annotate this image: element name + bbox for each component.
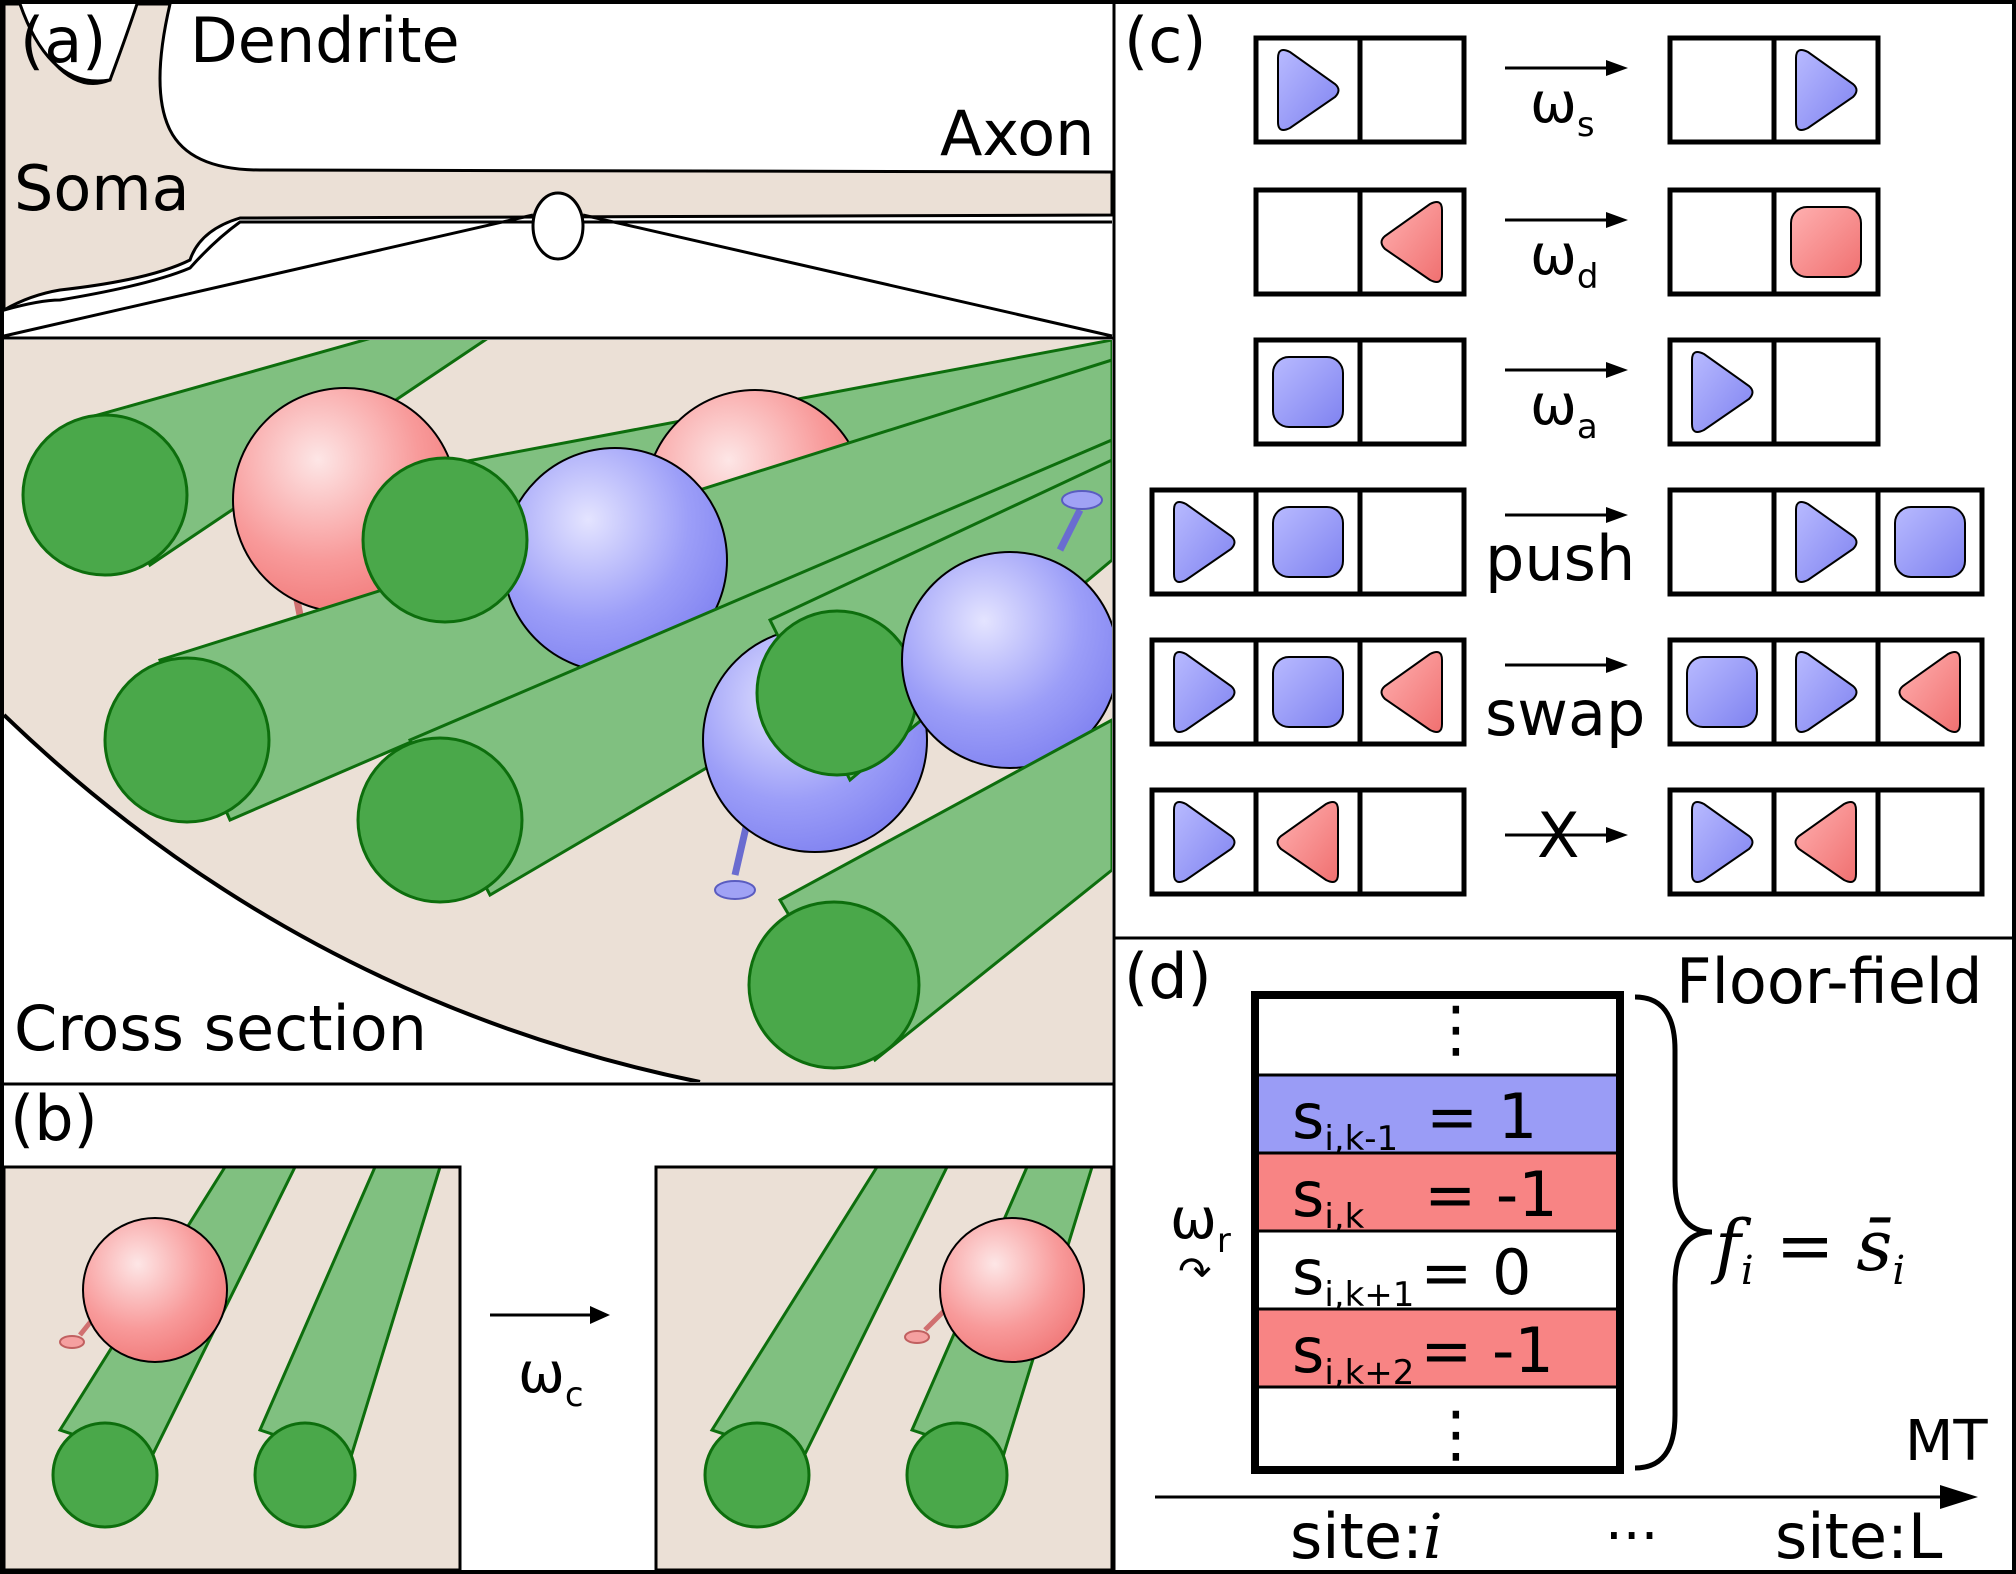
floor-field-title: Floor-field bbox=[1676, 945, 1982, 1018]
mt-label: MT bbox=[1905, 1409, 1988, 1474]
rule-detach: ωd bbox=[1253, 187, 1881, 297]
blue-motor-detached bbox=[1894, 506, 1966, 578]
rate-omega-c: ωc bbox=[518, 1341, 584, 1415]
blue-motor-right bbox=[1691, 351, 1754, 433]
blue-motor-right bbox=[1691, 801, 1754, 883]
dendrite-label: Dendrite bbox=[190, 4, 460, 77]
rule-attach: ωa bbox=[1253, 337, 1881, 447]
red-motor bbox=[904, 1217, 1085, 1363]
blue-motor-right bbox=[1795, 501, 1858, 583]
row-label-k-1: si,k-1 = 1 bbox=[1292, 1080, 1537, 1159]
red-motor-left bbox=[1898, 651, 1961, 733]
cross-section-view bbox=[4, 340, 1112, 1082]
soma-label: Soma bbox=[14, 152, 190, 225]
red-motor-detached bbox=[1790, 206, 1862, 278]
zoom-line-left bbox=[3, 213, 534, 338]
blue-motor-right bbox=[1173, 801, 1236, 883]
panel-c-label: (c) bbox=[1124, 4, 1206, 77]
red-motor-left bbox=[1380, 201, 1443, 283]
forbidden-cross: X bbox=[1537, 799, 1579, 872]
membrane-edge bbox=[4, 713, 701, 1082]
swap-label: swap bbox=[1485, 677, 1645, 750]
floor-field-brace bbox=[1634, 994, 1713, 1471]
cross-section-label: Cross section bbox=[14, 992, 427, 1065]
blue-motor-detached bbox=[1272, 656, 1344, 728]
site-ellipsis: ··· bbox=[1605, 1504, 1658, 1569]
panel-b-after bbox=[656, 1167, 1112, 1570]
blue-motor-right bbox=[1277, 49, 1340, 131]
arrow-head bbox=[590, 1306, 610, 1324]
panel-d: (d) Floor-field ⋮ ⋮ si,k-1 = 1 si,k = -1 s… bbox=[1124, 940, 1988, 1573]
cross-section-marker bbox=[531, 191, 585, 261]
rotate-icon: ↷ bbox=[1178, 1249, 1212, 1295]
blue-motor-right bbox=[1173, 651, 1236, 733]
row-label-k+2: si,k+2= -1 bbox=[1292, 1314, 1554, 1393]
microtubule bbox=[747, 718, 1112, 1070]
axon-label: Axon bbox=[940, 97, 1094, 170]
microtubule-end bbox=[253, 1421, 357, 1529]
panel-a-label: (a) bbox=[20, 4, 106, 77]
rate-omega-s: ωs bbox=[1530, 71, 1595, 145]
bottom-dots: ⋮ bbox=[1425, 1397, 1487, 1470]
rate-omega-r: ωr bbox=[1170, 1187, 1231, 1261]
blue-motor-right bbox=[1173, 501, 1236, 583]
panel-d-label: (d) bbox=[1124, 940, 1212, 1013]
blue-motor bbox=[901, 490, 1112, 769]
panel-a: (a) Dendrite Axon Soma bbox=[2, 2, 1114, 1082]
row-label-k: si,k = -1 bbox=[1292, 1158, 1558, 1237]
microtubule-end bbox=[361, 456, 529, 624]
microtubule-end bbox=[703, 1421, 811, 1529]
axon-lower-edge bbox=[3, 220, 1112, 312]
push-label: push bbox=[1485, 522, 1635, 595]
panel-b-before bbox=[4, 1167, 460, 1570]
blue-motor-detached bbox=[1686, 656, 1758, 728]
red-motor-left bbox=[1276, 801, 1339, 883]
row-white bbox=[1255, 1231, 1620, 1309]
red-motor bbox=[59, 1217, 228, 1363]
row-red bbox=[1255, 1309, 1620, 1387]
panel-b-label: (b) bbox=[10, 1082, 98, 1155]
membrane-outside bbox=[4, 715, 700, 1082]
row-label-k+1: si,k+1= 0 bbox=[1292, 1236, 1532, 1315]
microtubule-end bbox=[51, 1421, 159, 1529]
panel-b: (b) ωc bbox=[2, 1082, 1114, 1572]
floor-field-column bbox=[1251, 991, 1624, 1474]
blue-motor-detached bbox=[1272, 506, 1344, 578]
dendrite-branch bbox=[18, 3, 139, 83]
rate-omega-d: ωd bbox=[1530, 223, 1599, 297]
rule-step: ωs bbox=[1253, 35, 1881, 145]
blue-motor-right bbox=[1795, 49, 1858, 131]
top-dots: ⋮ bbox=[1425, 992, 1487, 1065]
row-red bbox=[1255, 1153, 1620, 1231]
rule-swap: swap bbox=[1149, 637, 1985, 750]
zoom-line-right bbox=[582, 213, 1113, 338]
microtubule-end bbox=[905, 1421, 1009, 1529]
site-axis-arrowhead bbox=[1940, 1485, 1978, 1509]
floor-field-formula: fi = s̄i bbox=[1710, 1205, 1905, 1294]
red-motor-left bbox=[1380, 651, 1443, 733]
rate-omega-a: ωa bbox=[1530, 373, 1598, 447]
row-blue bbox=[1255, 1075, 1620, 1153]
site-i-label: site:i bbox=[1290, 1500, 1443, 1573]
panel-c: (c) ωs ωd bbox=[1124, 4, 1985, 897]
blue-motor-detached bbox=[1272, 356, 1344, 428]
blue-motor-right bbox=[1795, 651, 1858, 733]
site-L-label: site:L bbox=[1775, 1500, 1943, 1573]
rule-forbidden: X bbox=[1149, 787, 1985, 897]
rule-push: push bbox=[1149, 487, 1985, 597]
red-motor-left bbox=[1794, 801, 1857, 883]
